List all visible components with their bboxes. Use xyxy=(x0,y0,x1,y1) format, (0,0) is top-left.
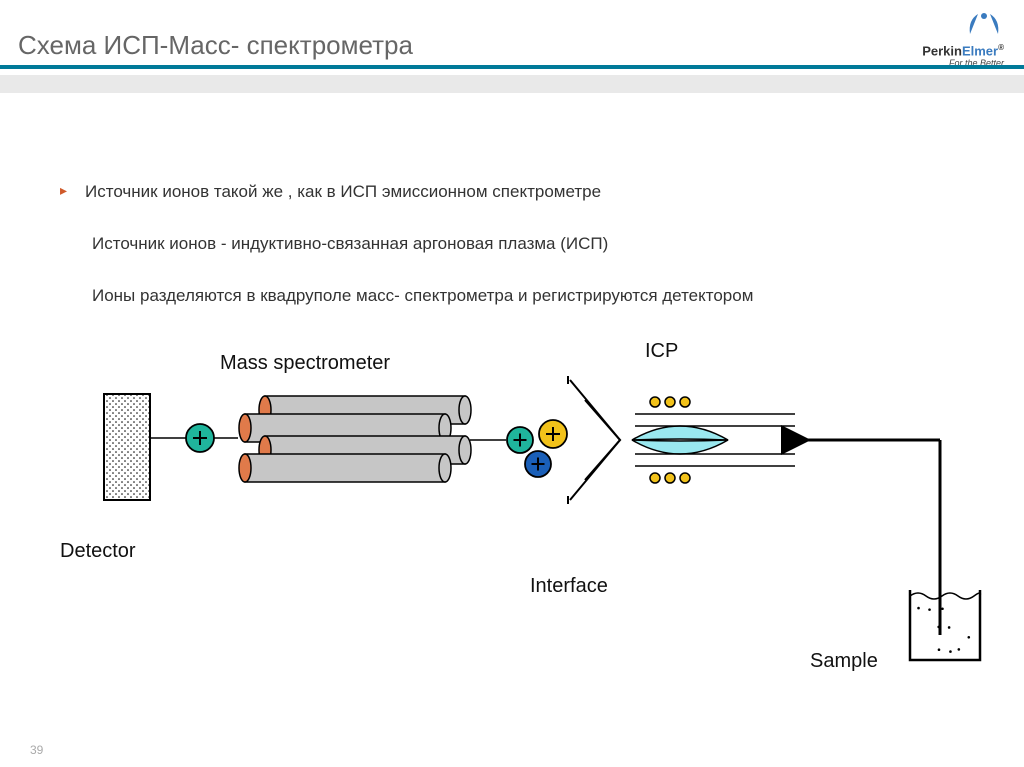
ion-pre-quadrupole xyxy=(525,451,551,477)
ion-pre-quadrupole xyxy=(507,427,533,453)
quadrupole-rod xyxy=(239,454,451,482)
coil-turn-icon xyxy=(665,397,675,407)
icp-ms-diagram: Mass spectrometer ICP Detector Interface… xyxy=(40,340,990,720)
slide-title: Схема ИСП-Масс- спектрометра xyxy=(18,30,413,61)
bullet-1: ▸ Источник ионов такой же , как в ИСП эм… xyxy=(60,180,960,204)
bullet-3-text: Ионы разделяются в квадруполе масс- спек… xyxy=(92,286,753,305)
interface-cone-inner xyxy=(585,400,620,480)
logo-brand-b: Elmer xyxy=(962,43,998,58)
plasma-icon xyxy=(632,426,728,440)
coil-turn-icon xyxy=(665,473,675,483)
bullet-icon: ▸ xyxy=(60,182,67,199)
logo-text: PerkinElmer® xyxy=(922,43,1004,58)
ion-post-quadrupole xyxy=(186,424,214,452)
logo-brand-a: Perkin xyxy=(922,43,962,58)
bullet-2-text: Источник ионов - индуктивно-связанная ар… xyxy=(92,234,608,253)
beaker-icon xyxy=(910,590,980,660)
coil-turn-icon xyxy=(650,397,660,407)
brand-logo: PerkinElmer® For the Better xyxy=(922,8,1004,68)
diagram-svg xyxy=(40,340,990,710)
bullet-3: Ионы разделяются в квадруполе масс- спек… xyxy=(92,284,960,308)
ion-pre-quadrupole xyxy=(539,420,567,448)
interface-cone-outer xyxy=(570,380,620,500)
bullet-2: Источник ионов - индуктивно-связанная ар… xyxy=(92,232,960,256)
text-content: ▸ Источник ионов такой же , как в ИСП эм… xyxy=(60,180,960,335)
logo-mark-icon xyxy=(964,8,1004,38)
page-number: 39 xyxy=(30,743,43,757)
coil-turn-icon xyxy=(650,473,660,483)
coil-turn-icon xyxy=(680,397,690,407)
bullet-1-text: Источник ионов такой же , как в ИСП эмис… xyxy=(85,180,601,204)
detector-icon xyxy=(104,394,150,500)
header-rule-dark xyxy=(0,65,1024,69)
coil-turn-icon xyxy=(680,473,690,483)
slide-header: Схема ИСП-Масс- спектрометра PerkinElmer… xyxy=(0,0,1024,80)
header-rule-light xyxy=(0,75,1024,93)
